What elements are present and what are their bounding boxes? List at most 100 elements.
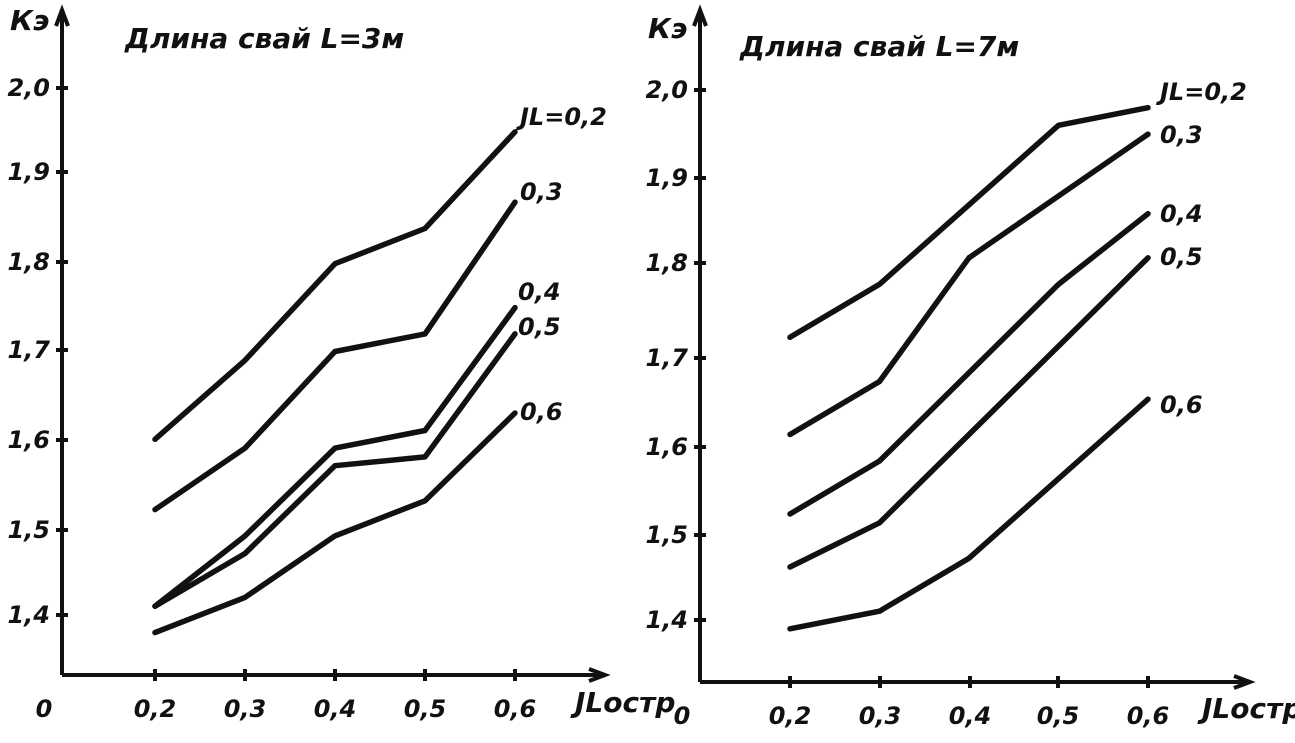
y-tick-label: 1,7: [7, 336, 50, 364]
x-tick-label: 0,6: [494, 695, 537, 723]
y-tick-label: 1,4: [645, 606, 688, 634]
chart-panel-1: 1,4 1,5 1,6 1,7 1,8 1,9 2,0 0,2 0,3 0,4 0,5 0,6 0 Дли…: [7, 4, 675, 723]
data-point: [422, 498, 428, 504]
data-point: [877, 379, 882, 384]
data-point: [877, 281, 882, 287]
series-label: 0,5: [518, 313, 561, 341]
data-point: [332, 349, 338, 354]
data-point: [787, 432, 793, 437]
series-line: [787, 104, 1151, 341]
x-tick-label: 0,4: [949, 702, 992, 730]
data-point: [787, 626, 793, 632]
y-tick-label: 1,6: [7, 426, 50, 454]
x-tick-label: 0,5: [1037, 702, 1080, 730]
data-point: [422, 454, 428, 460]
y-axis-label: Кэ: [648, 12, 687, 45]
series-label: 0,4: [518, 278, 561, 306]
data-point: [787, 564, 793, 570]
data-point: [332, 533, 338, 539]
series-label: JL=0,2: [516, 103, 607, 131]
data-point: [787, 334, 793, 340]
x-tick-label: 0,3: [859, 702, 902, 730]
x-axis-arrow: [1233, 674, 1256, 690]
data-point: [1056, 281, 1061, 287]
y-tick-label: 1,5: [7, 516, 50, 544]
y-tick-label: 1,8: [7, 248, 50, 276]
y-axis-arrow: [54, 4, 70, 27]
data-point: [787, 511, 793, 517]
data-point: [966, 370, 972, 376]
data-point: [152, 603, 158, 609]
data-point: [422, 226, 428, 232]
x-axis-arrow: [588, 667, 611, 683]
data-point: [1145, 131, 1151, 137]
data-point: [152, 436, 158, 442]
chart-title: Длина свай L=3м: [124, 22, 404, 55]
data-point: [1145, 396, 1151, 402]
data-point: [1056, 476, 1061, 482]
data-point: [966, 255, 972, 261]
series-label: 0,4: [1160, 200, 1203, 228]
x-tick-label: 0,4: [314, 695, 357, 723]
x-tick-label: 0,6: [1127, 702, 1170, 730]
y-tick-label: 1,7: [645, 344, 688, 372]
series-line: [787, 131, 1151, 438]
data-point: [1145, 255, 1151, 261]
data-point: [152, 630, 158, 636]
data-point: [242, 594, 248, 600]
x-tick-label: 0,2: [134, 695, 177, 723]
data-point: [877, 608, 882, 614]
data-point: [966, 432, 972, 437]
data-point: [152, 507, 158, 513]
data-point: [332, 463, 338, 469]
y-tick-label: 2,0: [7, 74, 50, 102]
data-point: [877, 520, 882, 526]
origin-label: 0: [36, 695, 53, 723]
x-axis-label: JLостр: [1197, 692, 1295, 725]
x-axis-label: JLостр: [570, 686, 675, 719]
data-point: [512, 410, 518, 416]
y-tick-label: 1,5: [645, 521, 688, 549]
data-point: [512, 331, 518, 337]
y-tick-label: 1,8: [645, 249, 688, 277]
data-point: [332, 445, 338, 451]
series-label: 0,5: [1160, 243, 1203, 271]
data-point: [422, 428, 428, 434]
data-point: [512, 129, 518, 135]
y-tick-label: 2,0: [645, 76, 688, 104]
data-point: [1145, 211, 1151, 217]
y-tick-label: 1,6: [645, 433, 688, 461]
data-point: [877, 458, 882, 464]
data-point: [422, 331, 428, 337]
data-point: [1056, 122, 1061, 128]
data-point: [512, 199, 518, 205]
series-label: 0,3: [1160, 121, 1203, 149]
data-point: [966, 202, 972, 208]
x-tick-label: 0,2: [769, 702, 812, 730]
origin-label: 0: [674, 702, 691, 730]
y-axis-arrow: [692, 4, 708, 27]
x-tick-label: 0,3: [224, 695, 267, 723]
chart-title: Длина свай L=7м: [739, 30, 1019, 63]
x-tick-label: 0,5: [404, 695, 447, 723]
y-tick-label: 1,9: [645, 164, 688, 192]
y-tick-label: 1,9: [7, 158, 50, 186]
data-point: [966, 555, 972, 561]
series-label: 0,3: [520, 178, 563, 206]
data-point: [1056, 343, 1061, 349]
data-point: [512, 305, 518, 311]
chart-panel-2: 1,4 1,5 1,6 1,7 1,8 1,9 2,0 0,2 0,3 0,4 0,5 0,6 0 Дли…: [645, 4, 1295, 730]
data-point: [242, 551, 248, 557]
data-point: [332, 261, 338, 267]
series-label: 0,6: [520, 398, 563, 426]
data-point: [242, 445, 248, 451]
y-axis-label: Кэ: [10, 4, 49, 37]
y-tick-label: 1,4: [7, 601, 50, 629]
data-point: [242, 533, 248, 539]
data-point: [1145, 105, 1151, 111]
data-point: [1056, 193, 1061, 199]
data-point: [242, 357, 248, 363]
series-label: JL=0,2: [1156, 78, 1247, 106]
series-label: 0,6: [1160, 391, 1203, 419]
